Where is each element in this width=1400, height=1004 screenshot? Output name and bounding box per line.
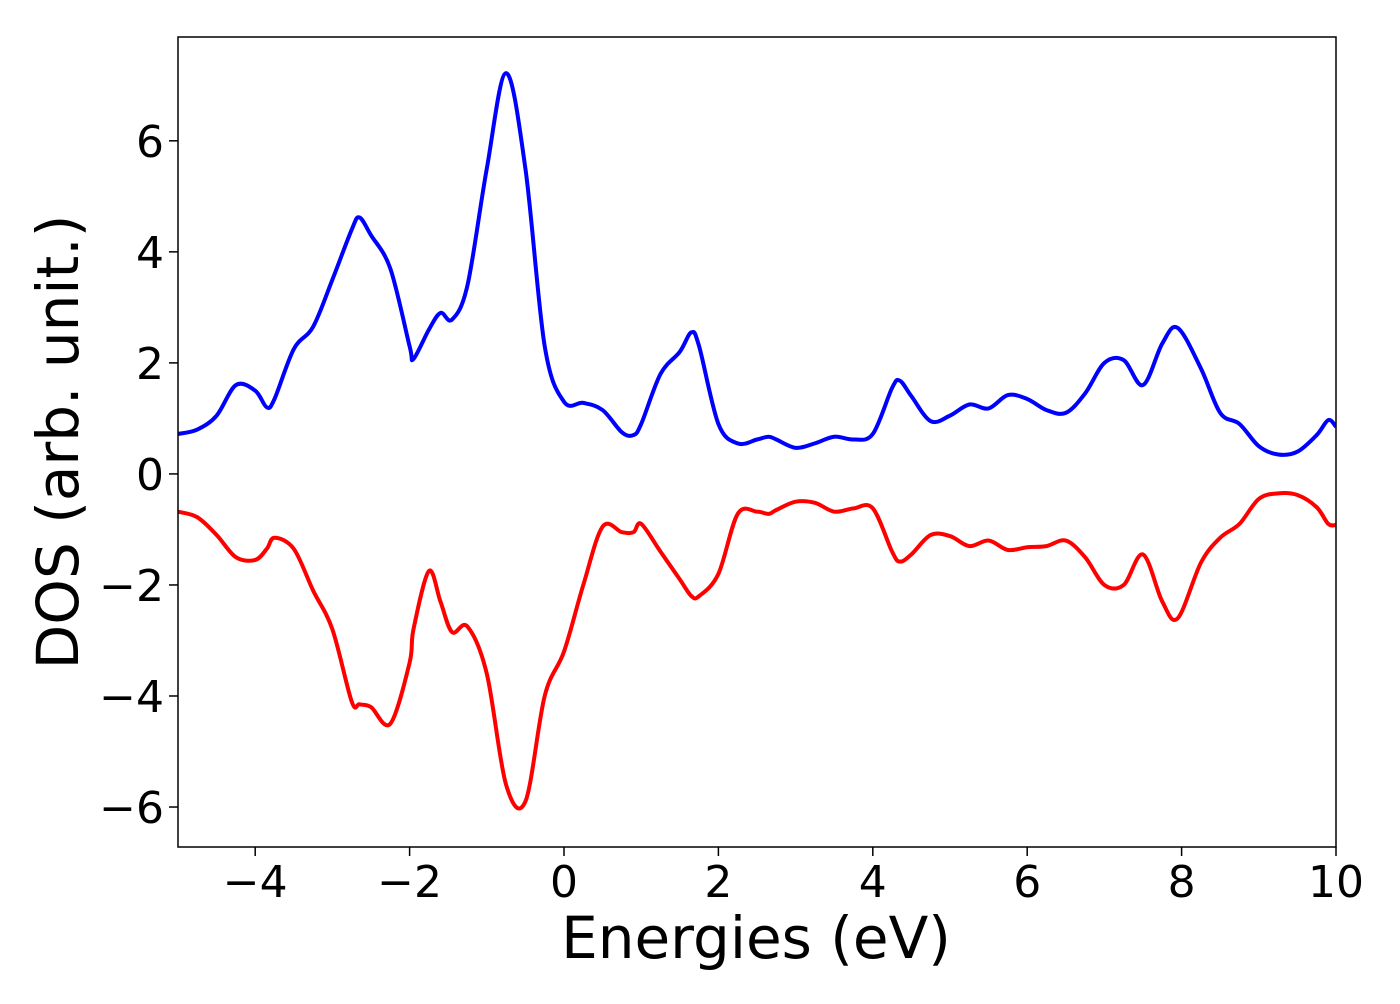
x-axis-label: Energies (eV) (561, 904, 951, 972)
data-line (178, 71, 1336, 457)
y-tick-label: 6 (136, 117, 164, 168)
y-tick-label: 0 (136, 450, 164, 501)
y-tick-label: −4 (99, 672, 164, 723)
x-tick-label: 2 (704, 857, 732, 908)
y-axis-label: DOS (arb. unit.) (24, 215, 92, 670)
y-tick-label: −6 (99, 783, 164, 834)
x-tick-label: 4 (859, 857, 887, 908)
y-tick-label: 4 (136, 228, 164, 279)
plot-frame (177, 36, 1337, 848)
x-tick-label: −4 (223, 857, 288, 908)
x-tick-label: 0 (550, 857, 578, 908)
x-tick-label: 10 (1308, 857, 1364, 908)
x-tick-label: −2 (377, 857, 442, 908)
data-line (178, 490, 1336, 811)
y-tick-label: 2 (136, 339, 164, 390)
x-tick-label: 8 (1168, 857, 1196, 908)
y-tick-label: −2 (99, 561, 164, 612)
x-tick-label: 6 (1013, 857, 1041, 908)
